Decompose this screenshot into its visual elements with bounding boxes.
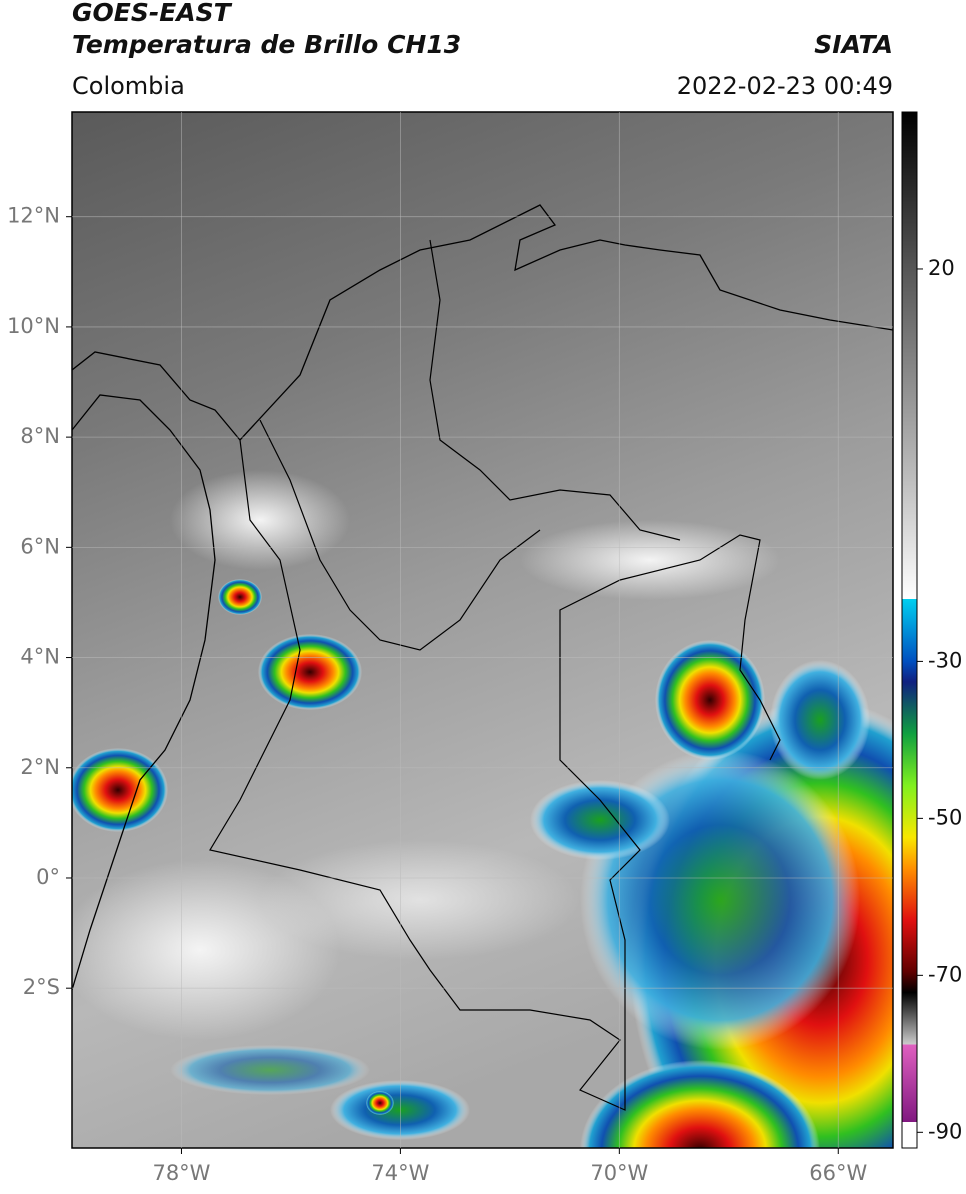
colorbar-tick-label: -30 bbox=[928, 648, 962, 672]
lon-tick-label: 70°W bbox=[590, 1161, 648, 1185]
lat-tick-label: 8°N bbox=[20, 424, 60, 448]
lat-tick-label: 12°N bbox=[7, 204, 60, 228]
lon-tick-label: 74°W bbox=[371, 1161, 429, 1185]
lat-tick-label: 2°S bbox=[23, 975, 60, 999]
lon-tick-label: 78°W bbox=[152, 1161, 210, 1185]
satellite: GOES-EAST bbox=[72, 0, 233, 27]
colorbar-tick-label: -90 bbox=[928, 1119, 962, 1143]
lat-tick-label: 4°N bbox=[20, 645, 60, 669]
satellite-image bbox=[72, 112, 893, 1148]
colorbar-tick-label: -70 bbox=[928, 962, 962, 986]
map-frame bbox=[71, 111, 894, 1149]
lon-tick-label: 66°W bbox=[809, 1161, 867, 1185]
lat-tick-label: 2°N bbox=[20, 755, 60, 779]
region: Colombia bbox=[72, 72, 185, 100]
lat-tick-label: 6°N bbox=[20, 534, 60, 558]
source: SIATA bbox=[814, 30, 893, 59]
title: Temperatura de Brillo CH13 bbox=[72, 30, 461, 59]
datetime: 2022-02-23 00:49 bbox=[677, 72, 893, 100]
lat-tick-label: 0° bbox=[36, 865, 60, 889]
colorbar-tick-label: 20 bbox=[928, 256, 955, 280]
colorbar-tick-label: -50 bbox=[928, 805, 962, 829]
colorbar bbox=[901, 111, 918, 1149]
lat-tick-label: 10°N bbox=[7, 314, 60, 338]
